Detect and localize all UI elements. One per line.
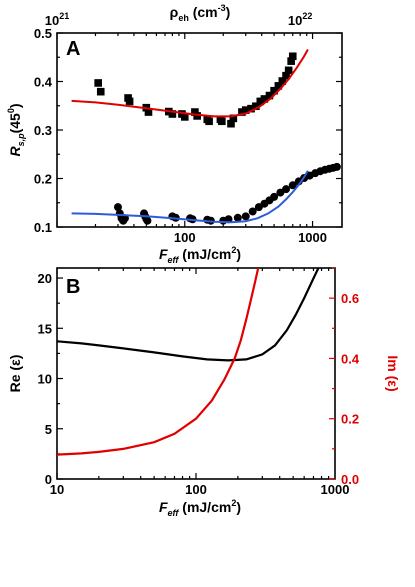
y-tick-label-left-b: 5 bbox=[45, 422, 52, 437]
data-point-square bbox=[287, 57, 295, 65]
y-tick-label-a: 0.1 bbox=[34, 220, 52, 235]
data-point-circle bbox=[282, 185, 291, 194]
y-tick-label-right-b: 0.6 bbox=[341, 291, 359, 306]
x-tick-label-b: 1000 bbox=[321, 482, 350, 497]
x-tick-label-b: 100 bbox=[185, 482, 207, 497]
y-tick-label-left-b: 15 bbox=[38, 321, 52, 336]
data-point-circle bbox=[241, 212, 250, 221]
data-point-square bbox=[218, 117, 226, 126]
data-point-square bbox=[247, 104, 255, 113]
data-point-square bbox=[241, 106, 250, 114]
data-point-square bbox=[193, 112, 201, 120]
re-epsilon-line bbox=[57, 268, 320, 362]
plot-frame-b bbox=[56, 267, 336, 480]
data-point-square bbox=[265, 91, 274, 100]
panel-label-a: A bbox=[66, 38, 80, 60]
y-tick-label-a: 0.3 bbox=[34, 123, 52, 138]
data-point-square bbox=[205, 117, 213, 126]
y-tick-label-right-b: 0.4 bbox=[341, 351, 360, 366]
im-epsilon-line bbox=[57, 268, 260, 456]
y-tick-label-right-b: 0.2 bbox=[341, 412, 359, 427]
y-axis-title-right-b: Im (ε) bbox=[385, 355, 401, 391]
data-point-circle bbox=[113, 203, 122, 212]
data-point-square bbox=[191, 108, 199, 116]
data-point-circle bbox=[248, 207, 257, 216]
y-tick-label-right-b: 0.0 bbox=[341, 472, 359, 487]
y-tick-label-left-b: 20 bbox=[38, 271, 52, 286]
y-tick-label-a: 0.5 bbox=[34, 26, 52, 41]
x-axis-title-b: Feff (mJ/cm2) bbox=[159, 498, 241, 518]
data-point-circle bbox=[270, 192, 279, 201]
top-axis-title-a: ρeh (cm-3) bbox=[170, 3, 231, 23]
y-axis-title-a: Rs,p(450) bbox=[6, 103, 26, 156]
data-point-square bbox=[227, 119, 235, 128]
data-point-square bbox=[256, 97, 265, 106]
fit-line-a-2 bbox=[71, 49, 309, 118]
data-layer-a bbox=[71, 49, 341, 225]
data-point-square bbox=[125, 97, 134, 106]
data-point-square bbox=[278, 77, 287, 85]
data-point-square bbox=[284, 66, 293, 75]
data-point-circle bbox=[143, 216, 152, 225]
x-tick-label-b: 10 bbox=[50, 482, 64, 497]
data-point-square bbox=[168, 110, 177, 118]
data-point-square bbox=[288, 52, 297, 61]
y-tick-label-left-b: 0 bbox=[45, 472, 52, 487]
panel-label-b: B bbox=[66, 276, 80, 298]
data-point-square bbox=[274, 82, 283, 90]
fit-line-a-3 bbox=[71, 170, 309, 224]
data-point-square bbox=[94, 79, 102, 87]
data-layer-b bbox=[57, 268, 320, 456]
data-point-square bbox=[229, 114, 238, 123]
x-tick-label-a: 100 bbox=[174, 230, 196, 245]
top-tick-label-a: 1022 bbox=[288, 11, 312, 28]
y-tick-label-left-b: 10 bbox=[38, 372, 52, 387]
data-point-square bbox=[270, 86, 278, 95]
y-axis-title-left-b: Re (ε) bbox=[7, 355, 23, 393]
data-point-square bbox=[252, 102, 260, 111]
x-axis-title-a: Feff (mJ/cm2) bbox=[159, 245, 241, 265]
data-point-square bbox=[144, 108, 153, 116]
data-point-circle bbox=[332, 162, 341, 171]
data-point-square bbox=[96, 87, 105, 96]
top-tick-label-a: 1021 bbox=[45, 11, 69, 28]
data-point-circle bbox=[233, 213, 242, 222]
x-tick-label-a: 1000 bbox=[298, 230, 327, 245]
data-point-square bbox=[282, 71, 290, 80]
y-tick-label-a: 0.2 bbox=[34, 172, 52, 187]
panel-b: 10 100 1000 0 5 10 15 20 0.0 0.2 0.4 0.6 Feff (mJ/cm… bbox=[7, 267, 401, 518]
data-point-square bbox=[260, 95, 269, 103]
data-point-circle bbox=[288, 181, 297, 190]
y-tick-label-a: 0.4 bbox=[34, 75, 53, 90]
data-point-square bbox=[180, 113, 189, 121]
data-point-square bbox=[238, 108, 246, 116]
